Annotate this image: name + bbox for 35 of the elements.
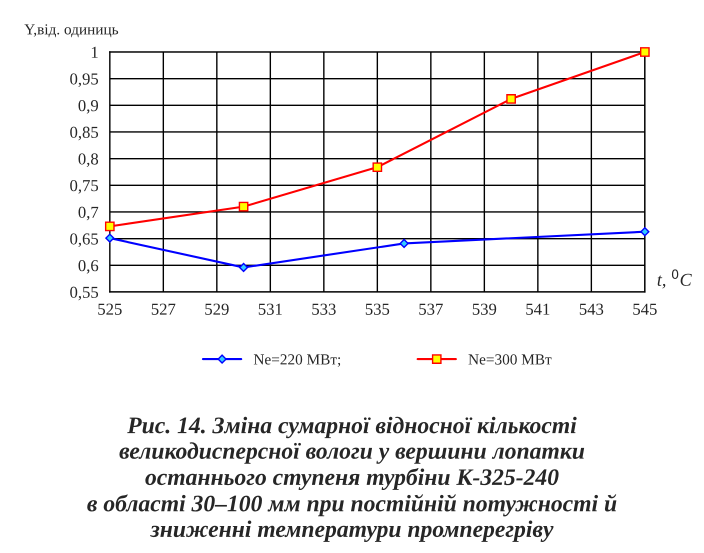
text: Рис. 14. Зміна сумарної відносної кількості великодисперсної вологи у вершини лопатки останнього ступеня турбіни К-325-240 в області 30–100 мм при постійній потужності й зниженні температури промперегріву [87,416,616,542]
point [372,162,382,172]
y-axis-title: Y,від. одиниць [24,24,118,38]
legend-label: Ne=300 МВт [468,354,552,365]
y-tick-label: 0,8 [78,153,98,167]
y-tick-label: 0,85 [70,126,98,140]
x-tick-label: 537 [419,304,443,315]
y-tick-label: 1 [92,46,98,58]
x-tick-label: 543 [580,304,604,315]
x-tick-label: 531 [258,304,282,315]
y-tick-label: 0,9 [78,100,98,114]
x-tick-label: 533 [312,304,336,315]
y-tick-label: 0,65 [70,233,98,247]
y-tick-label: 0,7 [78,206,98,220]
point [506,94,516,104]
point [399,238,409,248]
y-tick-label: 0,95 [70,73,98,87]
x-tick-label: 529 [205,304,229,315]
x-tick-label: 535 [366,304,390,315]
point [105,233,114,243]
x-tick-label: 527 [152,304,176,315]
x-tick-label: 541 [526,304,550,315]
y-tick-label: 0,6 [78,260,98,274]
x-tick-label: 539 [472,304,496,315]
point [238,202,248,212]
y-tick-label: 0,55 [70,286,98,300]
x-tick-label: 545 [633,304,657,315]
point [104,222,115,232]
point [238,262,248,272]
point [640,227,650,236]
legend-label: Ne=220 МВт; [254,354,340,367]
point [640,47,650,57]
y-tick-label: 0,75 [70,180,98,194]
x-axis-title: t, $^{0}$C [658,269,692,288]
x-tick-label: 525 [98,304,122,315]
